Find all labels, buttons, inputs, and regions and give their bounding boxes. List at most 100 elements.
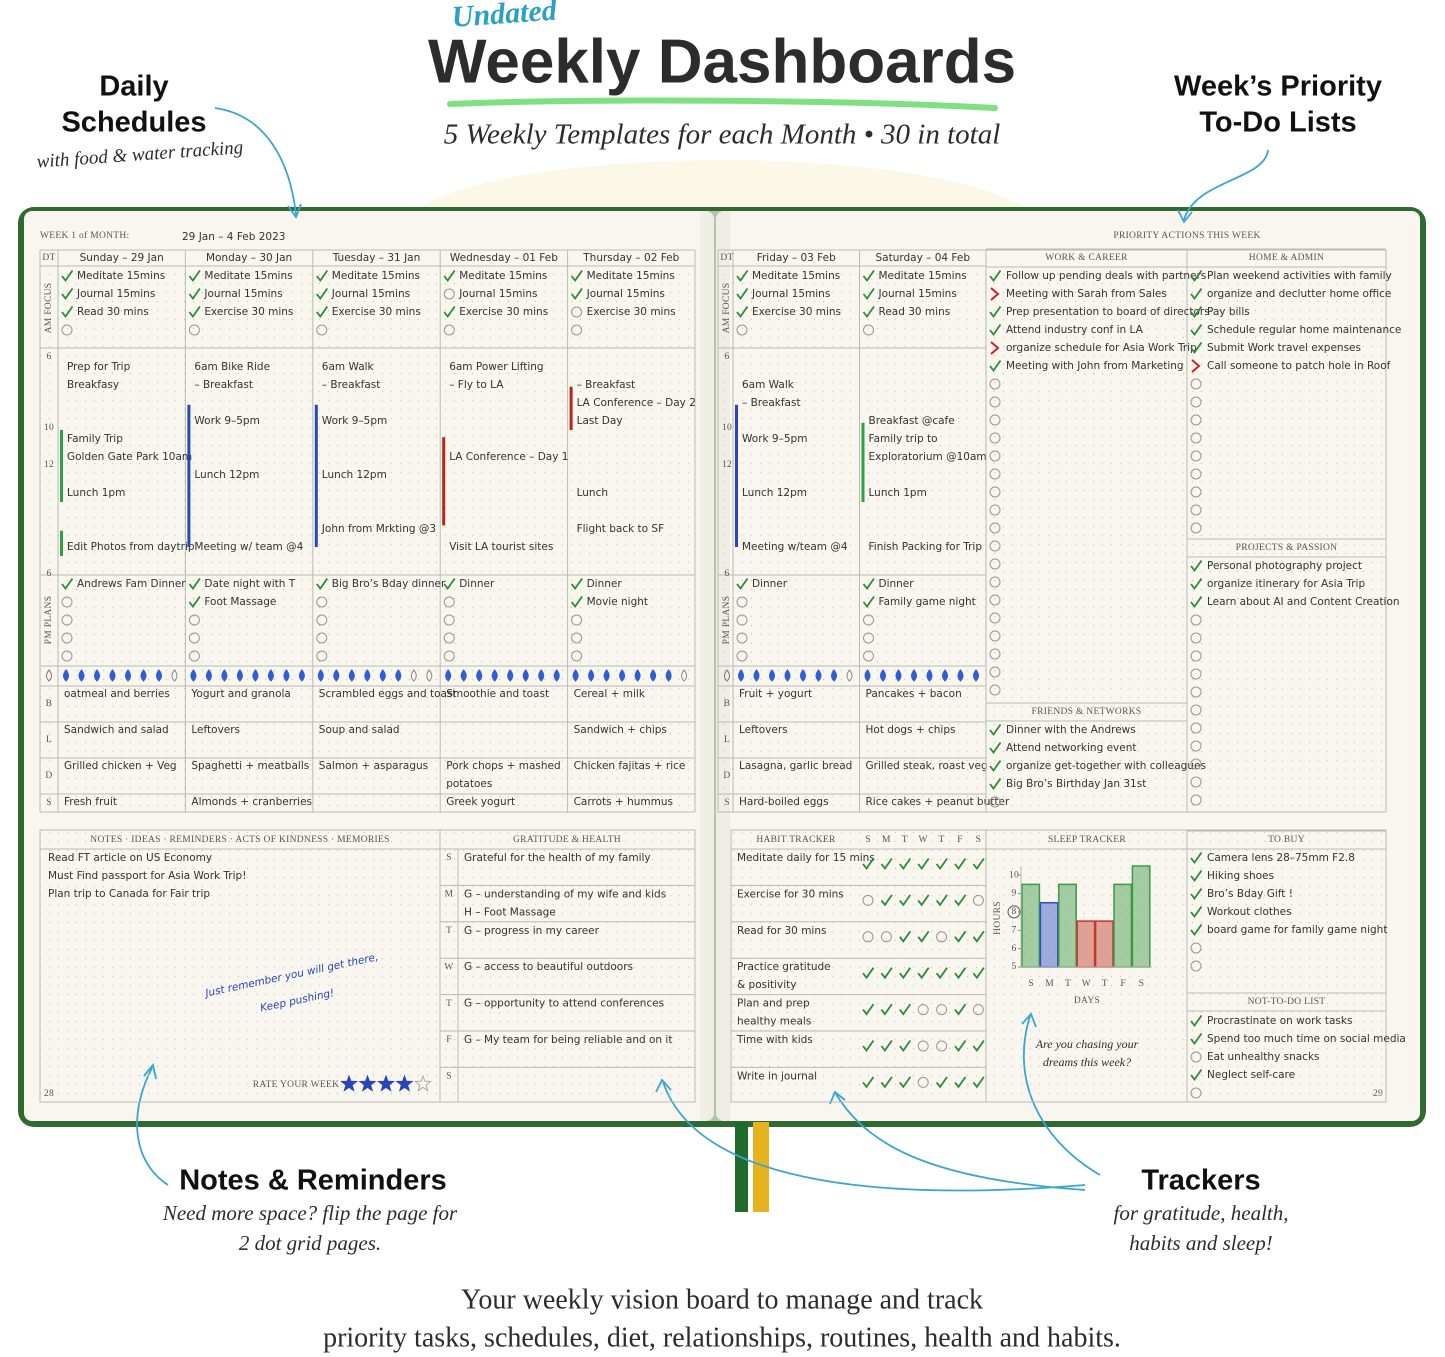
habit-mark	[972, 857, 985, 871]
empty-box	[571, 632, 583, 644]
list-item: Attend industry conf in LA	[1006, 324, 1144, 336]
drop	[252, 669, 259, 682]
schedule-entry: Lunch 12pm	[194, 469, 259, 481]
sleep-bar	[1021, 883, 1041, 968]
day-header: Friday – 03 Feb	[757, 252, 836, 264]
habit-mark	[899, 1003, 912, 1016]
empty-box	[571, 650, 583, 662]
check	[1190, 269, 1203, 283]
dot-grid	[40, 686, 695, 812]
empty-box	[972, 1004, 984, 1016]
focus-item: Meditate 15mins	[879, 270, 967, 282]
callout-title: Week’s Priority	[1174, 71, 1382, 103]
empty-box	[61, 650, 73, 662]
check	[61, 269, 74, 283]
star	[340, 1074, 358, 1092]
drop	[460, 669, 467, 682]
drop	[171, 669, 178, 682]
check	[989, 323, 1002, 337]
pm-label: PM PLANS	[722, 596, 732, 645]
list-item: organize and declutter home office	[1207, 288, 1391, 300]
empty-box	[1190, 396, 1202, 408]
check	[989, 359, 1002, 373]
list-item: board game for family game night	[1207, 924, 1387, 936]
check	[570, 595, 583, 609]
x-tick-label: F	[1120, 979, 1126, 989]
empty-box	[1190, 614, 1202, 626]
check	[917, 894, 930, 907]
schedule-entry: John from Mrkting @3	[321, 523, 436, 535]
meal: Yogurt and granola	[190, 688, 290, 700]
empty-box	[1190, 450, 1202, 462]
drop	[236, 669, 243, 682]
check	[880, 1039, 893, 1053]
hour-label: 10	[722, 423, 732, 433]
gratitude-line: G – progress in my career	[464, 925, 600, 937]
moved	[990, 341, 1000, 355]
arrow	[1183, 149, 1269, 221]
meal: Carrots + hummus	[574, 796, 673, 808]
check	[188, 595, 201, 609]
arrow-head	[287, 203, 302, 219]
check	[989, 269, 1002, 283]
list-title: HOME & ADMIN	[1249, 253, 1324, 263]
drop	[221, 669, 228, 682]
empty-box	[989, 648, 1001, 660]
check	[880, 857, 893, 871]
list-item: Submit Work travel expenses	[1207, 342, 1361, 354]
star	[414, 1074, 432, 1092]
schedule-entry: Breakfasy	[67, 379, 119, 391]
focus-item: Read 30 mins	[77, 306, 149, 318]
empty-box	[989, 796, 1001, 808]
empty-box	[1190, 504, 1202, 516]
list-item: Meeting with Sarah from Sales	[1006, 288, 1167, 300]
rating	[340, 1074, 432, 1092]
gratitude-line: G – access to beautiful outdoors	[464, 961, 633, 973]
drop	[681, 669, 688, 682]
drop	[445, 669, 452, 682]
am-label: AM FOCUS	[44, 283, 54, 334]
empty-box	[989, 558, 1001, 570]
focus-item: Journal 15mins	[76, 288, 155, 300]
check	[954, 930, 967, 943]
y-tick-label: 7	[1011, 925, 1016, 935]
schedule-entry: Lunch 1pm	[869, 487, 927, 499]
check	[972, 967, 985, 980]
drop	[650, 669, 657, 682]
habit-mark	[917, 1004, 929, 1016]
check	[570, 269, 583, 283]
habit-mark	[936, 931, 948, 943]
list-item: Neglect self-care	[1207, 1069, 1295, 1081]
schedule-entry: Last Day	[577, 415, 623, 427]
habit-name: Write in journal	[737, 1070, 817, 1082]
drop	[665, 669, 672, 682]
habit-mark	[917, 1040, 929, 1052]
empty-box	[989, 432, 1001, 444]
meal: Greek yogurt	[446, 796, 515, 808]
schedule-bar	[60, 430, 63, 502]
gratitude-day: W	[444, 962, 453, 972]
schedule-entry: 6am Bike Ride	[194, 361, 270, 373]
hour-label: 10	[44, 423, 54, 433]
meal: Salmon + asparagus	[319, 760, 428, 772]
check	[880, 967, 893, 980]
empty-box	[1190, 468, 1202, 480]
drop	[267, 669, 274, 682]
check	[1190, 851, 1203, 865]
drop	[94, 669, 100, 682]
drop	[125, 669, 131, 682]
empty-box	[989, 594, 1001, 606]
schedule-entry: – Breakfast	[322, 379, 381, 391]
schedule-entry: Meeting w/team @4	[742, 541, 848, 553]
check	[862, 305, 875, 319]
empty-box	[972, 894, 984, 906]
habit-name: Time with kids	[736, 1034, 813, 1046]
drop	[553, 669, 560, 682]
empty-box	[1190, 758, 1202, 770]
empty-box	[1190, 794, 1202, 806]
check	[935, 1076, 948, 1089]
check	[570, 287, 583, 301]
x-axis-label: DAYS	[1074, 996, 1100, 1006]
meal: Sandwich and salad	[64, 724, 169, 736]
sleep-note: dreams this week?	[1043, 1055, 1131, 1069]
